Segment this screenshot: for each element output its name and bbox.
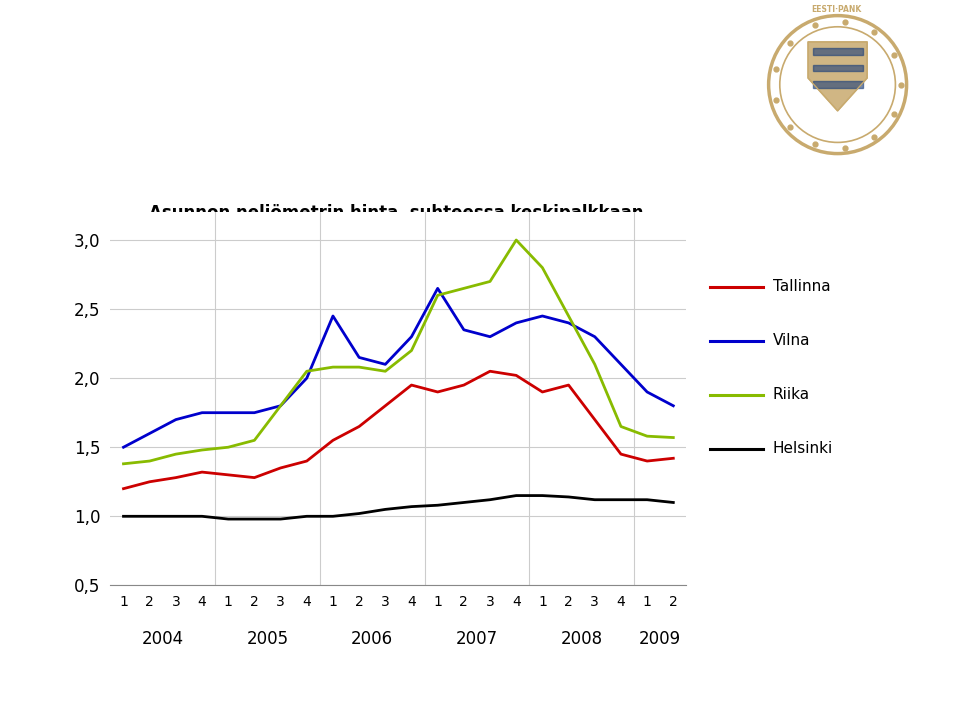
Text: 2006: 2006 (351, 630, 394, 648)
Polygon shape (808, 42, 867, 111)
Text: Riika: Riika (773, 387, 810, 402)
Polygon shape (812, 65, 863, 71)
Text: Asunnon neliömetrin hinta  suhteessa keskipalkkaan: Asunnon neliömetrin hinta suhteessa kesk… (149, 204, 643, 222)
Text: 2009: 2009 (639, 630, 682, 648)
Polygon shape (812, 48, 863, 55)
Text: EESTI·PANK: EESTI·PANK (811, 4, 861, 14)
Text: Asuntomarkkinoilla on aktiviteetti syksyllä
hieman lisääntynyt, heijastaen hinto: Asuntomarkkinoilla on aktiviteetti syksy… (24, 32, 610, 117)
Text: Vilna: Vilna (773, 333, 810, 348)
Text: Märten Ross    Helsinki, 5. marraskuu 2009: Märten Ross Helsinki, 5. marraskuu 2009 (286, 685, 674, 703)
Text: 2007: 2007 (456, 630, 498, 648)
Text: 2005: 2005 (247, 630, 289, 648)
Polygon shape (812, 81, 863, 88)
Text: 2008: 2008 (561, 630, 603, 648)
Text: Tallinna: Tallinna (773, 279, 830, 294)
Text: 2004: 2004 (142, 630, 183, 648)
Text: Helsinki: Helsinki (773, 441, 833, 456)
